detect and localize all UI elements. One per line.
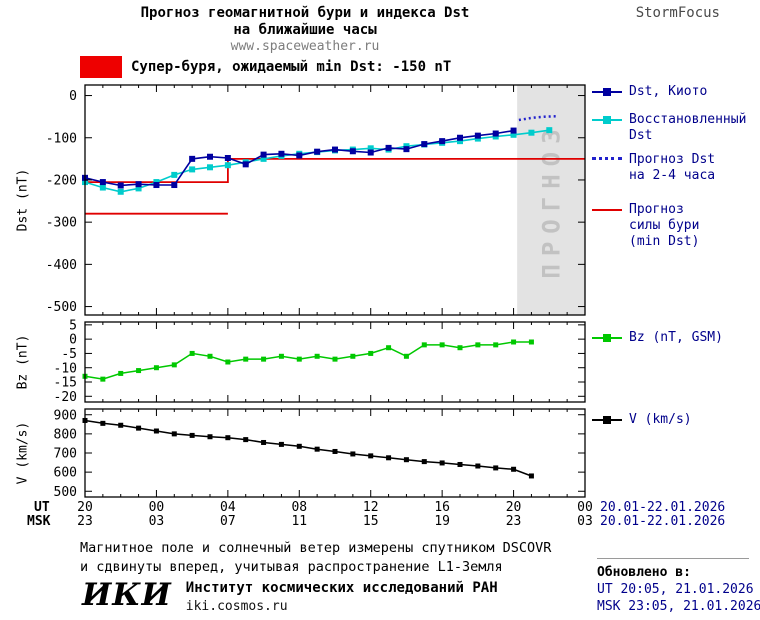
svg-text:700: 700 (54, 447, 77, 462)
svg-text:-5: -5 (61, 347, 77, 362)
v-swatch (592, 414, 622, 426)
storm-alert-text: Супер-буря, ожидаемый min Dst: -150 nT (131, 59, 452, 75)
page-title-line1: Прогноз геомагнитной бури и индекса Dst (140, 5, 470, 21)
svg-text:-300: -300 (46, 216, 77, 231)
legend-storm-label-l2: силы бури (629, 218, 700, 233)
legend-v: V (km/s) (592, 412, 692, 428)
svg-text:-15: -15 (54, 376, 77, 391)
legend-storm-label-l3: (min Dst) (629, 234, 700, 249)
svg-text:5: 5 (69, 318, 77, 333)
iki-site-link[interactable]: iki.cosmos.ru (185, 599, 288, 614)
svg-text:00: 00 (577, 500, 593, 515)
svg-text:20.01-22.01.2026: 20.01-22.01.2026 (600, 514, 725, 529)
updated-msk: MSK 23:05, 21.01.2026 (597, 599, 760, 614)
svg-text:V (km/s): V (km/s) (16, 422, 31, 485)
legend-restored-label-l1: Восстановленный (629, 112, 747, 127)
restored-dst-swatch (592, 114, 622, 126)
updated-block: Обновлено в: UT 20:05, 21.01.2026 MSK 23… (597, 558, 760, 615)
svg-text:-20: -20 (54, 390, 77, 405)
legend-forecast-label-l1: Прогноз Dst (629, 152, 716, 167)
svg-text:16: 16 (434, 500, 450, 515)
svg-text:00: 00 (149, 500, 165, 515)
legend-storm-label-l1: Прогноз (629, 202, 684, 217)
svg-text:12: 12 (363, 500, 379, 515)
legend-forecast-label-l2: на 2-4 часа (629, 168, 716, 183)
measurement-note: Магнитное поле и солнечный ветер измерен… (80, 539, 551, 577)
dst-kyoto-swatch (592, 86, 622, 98)
svg-text:20.01-22.01.2026: 20.01-22.01.2026 (600, 500, 725, 515)
svg-text:ПРОГНОЗ: ПРОГНОЗ (537, 121, 565, 278)
svg-text:-10: -10 (54, 361, 77, 376)
updated-label: Обновлено в: (597, 565, 691, 580)
svg-text:-400: -400 (46, 258, 77, 273)
measurement-note-line2: и сдвинуты вперед, учитывая распростране… (80, 559, 503, 575)
svg-text:0: 0 (69, 89, 77, 104)
legend-bz: Bz (nT, GSM) (592, 330, 723, 346)
measurement-note-line1: Магнитное поле и солнечный ветер измерен… (80, 540, 552, 556)
legend-bz-label: Bz (nT, GSM) (629, 330, 723, 345)
svg-text:08: 08 (291, 500, 307, 515)
bz-swatch (592, 332, 622, 344)
svg-text:04: 04 (220, 500, 236, 515)
iki-block: ИКИ Институт космических исследований РА… (82, 577, 498, 614)
storm-level-swatch (80, 56, 122, 78)
legend-dst-kyoto: Dst, Киото (592, 84, 707, 100)
svg-text:Dst (nT): Dst (nT) (16, 169, 31, 232)
storm-forecast-swatch (592, 204, 622, 216)
svg-text:MSK: MSK (27, 514, 51, 529)
legend-v-label: V (km/s) (629, 412, 692, 427)
legend-dst-kyoto-label: Dst, Киото (629, 84, 708, 99)
updated-ut: UT 20:05, 21.01.2026 (597, 582, 754, 597)
svg-text:11: 11 (291, 514, 307, 529)
svg-text:23: 23 (77, 514, 93, 529)
svg-text:800: 800 (54, 427, 77, 442)
svg-text:15: 15 (363, 514, 379, 529)
svg-text:20: 20 (77, 500, 93, 515)
brand-label: StormFocus (635, 5, 720, 21)
svg-text:20: 20 (506, 500, 522, 515)
page-title-line2: на ближайшие часы (233, 22, 377, 38)
svg-text:600: 600 (54, 466, 77, 481)
svg-text:19: 19 (434, 514, 450, 529)
svg-text:900: 900 (54, 408, 77, 423)
svg-text:03: 03 (577, 514, 593, 529)
svg-text:0: 0 (69, 333, 77, 348)
legend-forecast-dst: Прогноз Dst на 2-4 часа (592, 152, 715, 184)
spaceweather-link[interactable]: www.spaceweather.ru (230, 39, 380, 54)
svg-text:-500: -500 (46, 300, 77, 315)
svg-text:500: 500 (54, 485, 77, 500)
legend-restored-dst: Восстановленный Dst (592, 112, 746, 144)
svg-text:-100: -100 (46, 131, 77, 146)
svg-text:23: 23 (506, 514, 522, 529)
storm-alert: Супер-буря, ожидаемый min Dst: -150 nT (80, 56, 451, 78)
svg-text:-200: -200 (46, 174, 77, 189)
forecast-dst-swatch (592, 154, 622, 166)
legend-storm-forecast: Прогноз силы бури (min Dst) (592, 202, 699, 250)
svg-text:07: 07 (220, 514, 236, 529)
svg-text:UT: UT (34, 500, 50, 515)
institute-name: Институт космических исследований РАН (185, 580, 498, 596)
svg-text:03: 03 (149, 514, 165, 529)
svg-text:Bz (nT): Bz (nT) (16, 335, 31, 390)
iki-logo: ИКИ (82, 577, 172, 613)
legend-restored-label-l2: Dst (629, 128, 653, 143)
